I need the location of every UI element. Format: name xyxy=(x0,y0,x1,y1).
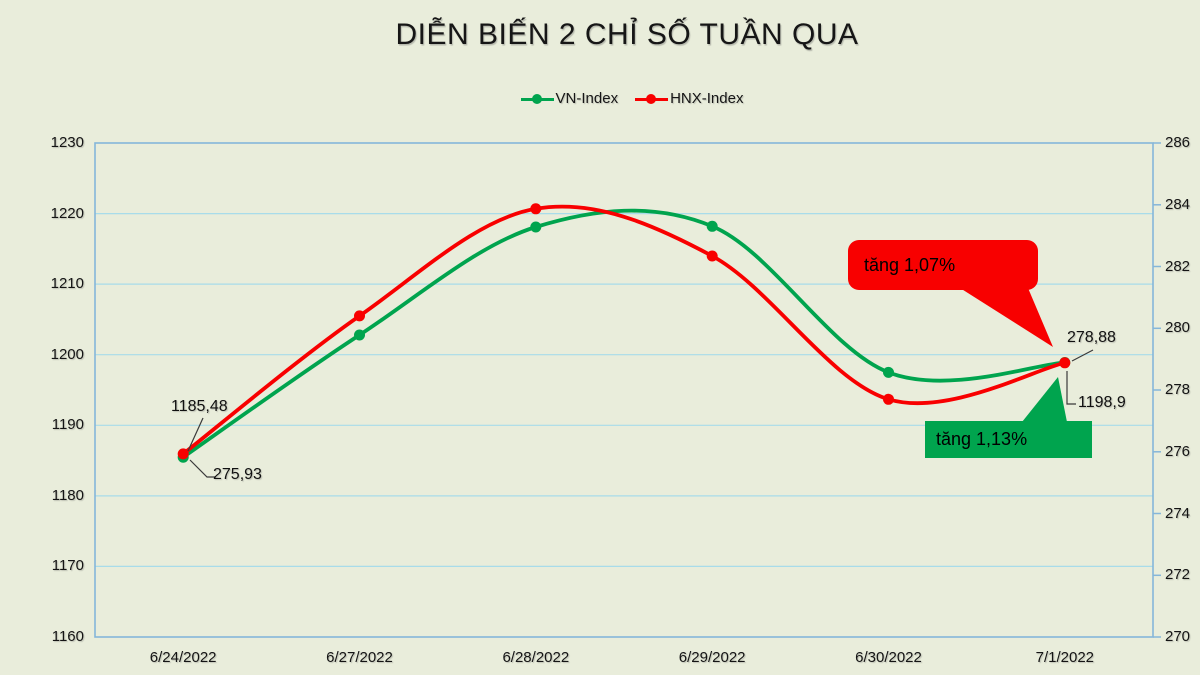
data-label-leader-3 xyxy=(1066,371,1076,405)
right-axis-tick-label: 286 xyxy=(1165,134,1191,151)
vn-index-point-2 xyxy=(530,221,542,233)
right-axis-tick-label: 274 xyxy=(1165,504,1191,522)
right-axis-tick-label: 276 xyxy=(1165,442,1191,460)
x-axis-tick-label: 7/1/2022 xyxy=(1035,649,1095,666)
data-label-hnx-start: 275,93 xyxy=(213,466,262,483)
hnx-index-line xyxy=(181,204,1067,456)
callout-vn-change-text: tăng 1,13% xyxy=(936,429,1028,449)
hnx-index-point-4 xyxy=(883,393,894,405)
right-axis-tick-label: 270 xyxy=(1165,628,1191,645)
hnx-index-point-2 xyxy=(530,203,542,215)
callout-hnx-change-text: tăng 1,07% xyxy=(864,254,956,275)
hnx-index-point-1 xyxy=(354,310,365,322)
right-axis-tick-label: 278 xyxy=(1165,381,1191,398)
vn-index-point-1 xyxy=(354,329,365,341)
data-label-leader-1 xyxy=(189,459,215,478)
legend-item-vn-index: VN-Index xyxy=(520,90,619,107)
vn-index-line xyxy=(181,208,1067,460)
hnx-index-line-marker-icon xyxy=(635,93,669,105)
left-axis-tick-label: 1160 xyxy=(51,628,84,645)
legend-label-vn-index: VN-Index xyxy=(555,90,619,107)
callout-vn-change-pointer xyxy=(1022,377,1067,422)
legend-label-hnx-index: HNX-Index xyxy=(670,90,744,107)
vn-index-point-3 xyxy=(706,220,718,232)
right-axis-tick-label: 280 xyxy=(1165,319,1191,337)
x-axis-tick-label: 6/30/2022 xyxy=(855,649,922,666)
x-axis-tick-label: 6/28/2022 xyxy=(502,649,570,666)
vn-index-point-4 xyxy=(883,366,894,378)
hnx-index-point-5 xyxy=(1059,357,1071,369)
x-axis-tick-label: 6/29/2022 xyxy=(678,649,746,666)
right-axis-tick-label: 282 xyxy=(1165,257,1191,275)
left-axis-tick-label: 1230 xyxy=(50,134,84,151)
x-axis-tick-label: 6/24/2022 xyxy=(149,649,217,666)
chart-title: DIỄN BIẾN 2 CHỈ SỐ TUẦN QUA xyxy=(395,18,859,51)
right-axis-tick-label: 284 xyxy=(1165,195,1191,213)
vn-index-line-marker-icon xyxy=(520,93,554,105)
callout-vn-change: tăng 1,13% xyxy=(925,421,1092,458)
data-label-hnx-end: 278,88 xyxy=(1067,329,1116,346)
legend-item-hnx-index: HNX-Index xyxy=(635,90,743,107)
hnx-index-point-3 xyxy=(706,250,718,262)
data-label-vn-start: 1185,48 xyxy=(171,398,228,415)
left-axis-tick-label: 1180 xyxy=(51,486,84,504)
left-axis-tick-label: 1170 xyxy=(51,557,84,575)
callout-hnx-change: tăng 1,07% xyxy=(848,240,1038,290)
callout-hnx-change-pointer xyxy=(960,288,1053,347)
x-axis-tick-label: 6/27/2022 xyxy=(326,649,393,666)
left-axis-tick-label: 1220 xyxy=(50,204,84,222)
left-axis-tick-label: 1190 xyxy=(51,416,84,434)
legend: VN-Index HNX-Index xyxy=(48,90,1200,107)
left-axis-tick-label: 1210 xyxy=(50,275,84,293)
left-axis-tick-label: 1200 xyxy=(50,345,84,363)
data-label-vn-end: 1198,9 xyxy=(1078,394,1126,411)
right-axis-tick-label: 272 xyxy=(1165,566,1191,584)
data-label-leader-0 xyxy=(187,417,204,452)
data-label-leader-2 xyxy=(1071,349,1094,362)
hnx-index-point-0 xyxy=(177,448,189,460)
